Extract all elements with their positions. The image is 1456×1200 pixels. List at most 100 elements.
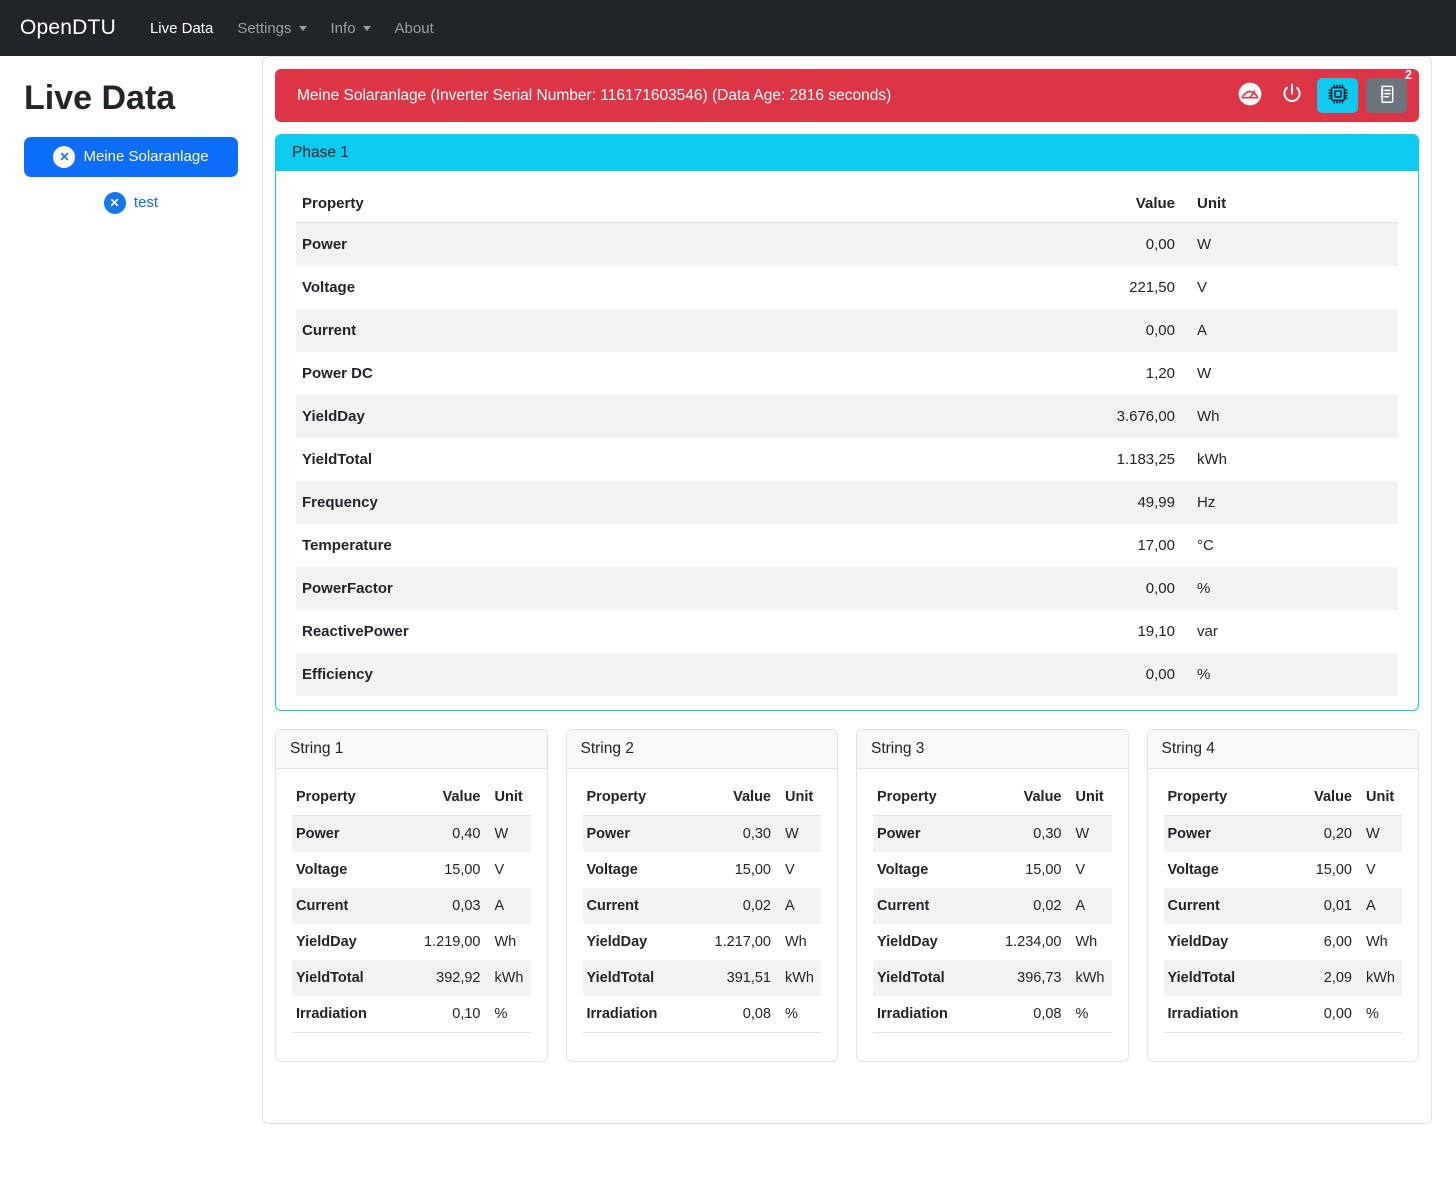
cell-unit: Wh xyxy=(494,934,517,950)
device-info-button[interactable] xyxy=(1317,78,1358,113)
cell-value: 392,92 xyxy=(436,970,481,986)
brand-logo[interactable]: OpenDTU xyxy=(20,16,116,39)
cell-value: 15,00 xyxy=(1315,862,1352,878)
cell-unit: % xyxy=(1356,996,1402,1033)
table-row: Current 0,03 A xyxy=(292,888,531,924)
gauge-icon-button[interactable] xyxy=(1233,78,1267,113)
cell-unit: A xyxy=(1366,898,1376,914)
cell-value: 3.676,00 xyxy=(1116,408,1175,425)
string-card-body: Property Value Unit Power 0,20 W Voltage 15,00 V… xyxy=(1148,769,1419,1061)
cell-value: 15,00 xyxy=(1025,862,1062,878)
cell-property: YieldDay xyxy=(586,934,648,950)
table-row: PowerFactor 0,00% xyxy=(296,567,1398,610)
inverter-item-1[interactable]: Meine Solaranlage xyxy=(24,136,238,177)
cell-value: 0,20 xyxy=(1323,826,1352,842)
nav-item-label: Info xyxy=(330,19,356,37)
cell-value: 1.217,00 xyxy=(714,934,771,950)
cell-property: YieldDay xyxy=(1167,934,1229,950)
power-icon-button[interactable] xyxy=(1275,78,1309,113)
cell-value: 19,10 xyxy=(1137,623,1175,640)
string-card-body: Property Value Unit Power 0,40 W Voltage 15,00 V… xyxy=(276,769,547,1061)
column-header-value: Value xyxy=(689,779,775,816)
cell-unit: % xyxy=(1065,996,1112,1033)
inverter-item-2[interactable]: test xyxy=(24,183,238,223)
cell-unit: Wh xyxy=(785,934,807,950)
cell-property: Irradiation xyxy=(582,996,689,1033)
gauge-icon xyxy=(1237,81,1263,110)
nav-item-settings[interactable]: Settings xyxy=(225,12,318,45)
table-row: YieldDay 1.217,00 Wh xyxy=(582,924,821,960)
table-row: YieldTotal 2,09 kWh xyxy=(1163,960,1402,996)
cell-unit: Wh xyxy=(1366,934,1388,950)
cell-value: 221,50 xyxy=(1129,279,1175,296)
cell-value: 0,03 xyxy=(452,898,481,914)
cell-value: 0,00 xyxy=(1145,580,1175,597)
nav-item-about[interactable]: About xyxy=(383,12,446,45)
column-header-unit: Unit xyxy=(1183,183,1398,223)
cell-value: 0,30 xyxy=(742,826,771,842)
cell-unit: V xyxy=(785,862,795,878)
string-table-head: Property Value Unit xyxy=(292,779,531,816)
table-row: Power 0,30 W xyxy=(582,815,821,852)
inverter-item-label: test xyxy=(133,194,159,212)
cell-value: 0,02 xyxy=(1033,898,1062,914)
page-title: Live Data xyxy=(24,79,176,117)
cell-unit: kWh xyxy=(1366,970,1395,986)
cell-value: 6,00 xyxy=(1323,934,1352,950)
column-header-value: Value xyxy=(1270,779,1356,816)
cell-value: 15,00 xyxy=(444,862,481,878)
cell-unit: W xyxy=(1366,826,1380,842)
table-row: Voltage 15,00 V xyxy=(582,852,821,888)
event-log-icon xyxy=(1375,82,1399,109)
table-row: Frequency 49,99 Hz xyxy=(296,481,1398,524)
cell-unit: W xyxy=(1197,236,1212,253)
table-row: Irradiation 0,10% xyxy=(292,996,531,1033)
cell-value: 0,01 xyxy=(1323,898,1352,914)
phase-table-body: Power 0,00 W Voltage 221,50 V Current 0,00 A Powe… xyxy=(296,222,1398,696)
table-row: Power 0,00 W xyxy=(296,222,1398,266)
nav-item-info[interactable]: Info xyxy=(319,12,383,45)
column-header-property: Property xyxy=(296,183,1063,223)
cell-value: 15,00 xyxy=(734,862,771,878)
cell-unit: A xyxy=(1197,322,1208,339)
cell-value: 1.183,25 xyxy=(1116,451,1175,468)
table-header-row: Property Value Unit xyxy=(1163,779,1402,816)
live-data-panel: Meine Solaranlage (Inverter Serial Numbe… xyxy=(262,56,1432,1124)
cell-property: Temperature xyxy=(302,537,392,554)
cell-value: 396,73 xyxy=(1017,970,1062,986)
cell-unit: W xyxy=(1075,826,1090,842)
power-icon xyxy=(1279,81,1305,110)
cell-value: 0,08 xyxy=(689,996,775,1033)
string-table-head: Property Value Unit xyxy=(582,779,821,816)
cell-property: Power xyxy=(296,826,340,842)
cell-property: YieldTotal xyxy=(877,970,945,986)
column-header-unit: Unit xyxy=(484,779,531,816)
cell-unit: A xyxy=(494,898,505,914)
table-row: Power 0,40 W xyxy=(292,815,531,852)
table-row: Irradiation 0,00% xyxy=(1163,996,1402,1033)
column-header-property: Property xyxy=(292,779,399,816)
nav-item-live-data[interactable]: Live Data xyxy=(138,12,225,45)
nav-links: Live Data Settings Info About xyxy=(138,12,446,45)
cell-value: 49,99 xyxy=(1137,494,1175,511)
column-header-value: Value xyxy=(398,779,485,816)
table-header-row: Property Value Unit xyxy=(582,779,821,816)
cell-unit: V xyxy=(1075,862,1086,878)
column-header-unit: Unit xyxy=(1356,779,1402,816)
inverter-header-text: Meine Solaranlage (Inverter Serial Numbe… xyxy=(297,86,892,104)
cell-unit: var xyxy=(1197,623,1218,640)
cell-property: Current xyxy=(586,898,639,914)
string-card-title: String 4 xyxy=(1147,730,1418,769)
inverter-item-label: Meine Solaranlage xyxy=(83,148,209,166)
string-table: Property Value Unit Power 0,20 W Voltage 15,00 V… xyxy=(1163,779,1402,1033)
cell-property: Power xyxy=(586,826,631,842)
table-row: Current 0,02 A xyxy=(582,888,821,924)
cell-property: Irradiation xyxy=(1163,996,1270,1033)
event-log-button[interactable]: 2 xyxy=(1366,69,1412,113)
string-table-head: Property Value Unit xyxy=(1163,779,1402,816)
cell-property: Voltage xyxy=(302,279,356,296)
string-table: Property Value Unit Power 0,40 W Voltage 15,00 V… xyxy=(292,779,531,1033)
table-row: Power 0,20 W xyxy=(1163,815,1402,852)
string-table: Property Value Unit Power 0,30 W Voltage 15,00 V… xyxy=(873,779,1112,1033)
column-header-unit: Unit xyxy=(775,779,821,816)
